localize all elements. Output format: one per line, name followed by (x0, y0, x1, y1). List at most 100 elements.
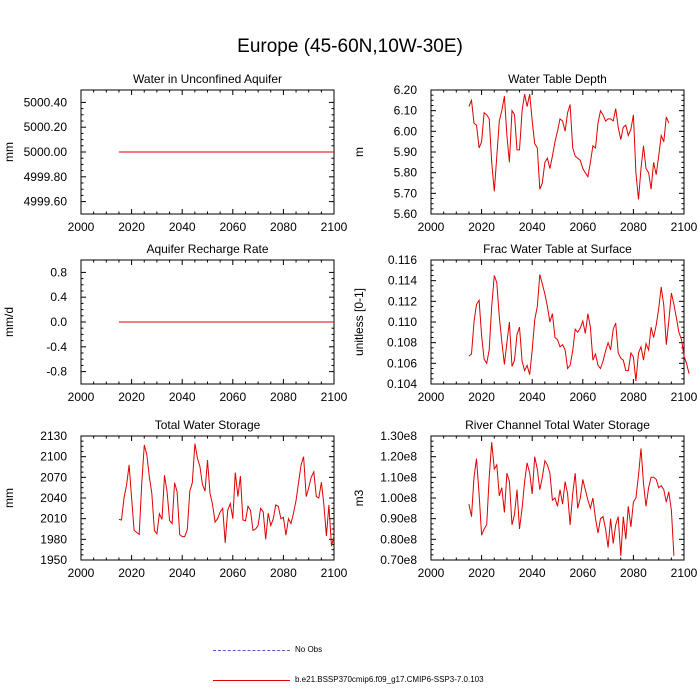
x-tick-label: 2080 (270, 566, 297, 580)
y-tick-label: 0.116 (388, 253, 417, 267)
y-tick-label: 5000.20 (24, 120, 68, 134)
x-tick-label: 2040 (169, 566, 196, 580)
x-tick-label: 2040 (519, 566, 546, 580)
y-tick-label: 2070 (40, 470, 67, 484)
x-tick-label: 2020 (118, 566, 145, 580)
chart-panel-4: Frac Water Table at Surface 2000 2020 2040 2… (352, 242, 698, 404)
figure-title: Europe (45-60N,10W-30E) (237, 36, 463, 57)
x-tick-label: 2000 (68, 390, 95, 404)
x-tick-label: 2060 (569, 220, 596, 234)
x-tick-label: 2020 (118, 220, 145, 234)
chart-panel-6: River Channel Total Water Storage 2000 202… (352, 418, 698, 580)
x-tick-label: 2080 (620, 220, 647, 234)
series-line (468, 442, 675, 556)
x-tick-label: 2100 (671, 390, 698, 404)
x-tick-label: 2080 (270, 220, 297, 234)
plot-frame (430, 435, 685, 561)
x-tick-label: 2000 (68, 566, 95, 580)
x-tick-label: 2040 (169, 390, 196, 404)
y-tick-label: 1.20e8 (380, 450, 417, 464)
chart-panel-5: Total Water Storage 2000 2020 2040 2060 2080 2… (2, 418, 348, 580)
y-tick-label: 1950 (40, 553, 67, 567)
y-axis-label: mm/d (2, 307, 16, 337)
x-tick-label: 2060 (569, 390, 596, 404)
y-tick-label: 1.30e8 (380, 429, 417, 443)
y-tick-label: 2130 (40, 429, 67, 443)
x-tick-label: 2020 (468, 566, 495, 580)
y-tick-label: 2100 (40, 450, 67, 464)
chart-panel-3: Aquifer Recharge Rate 2000 2020 2040 2060 208… (2, 242, 348, 404)
y-tick-label: 5000.00 (24, 145, 68, 159)
chart-title: Total Water Storage (155, 418, 261, 432)
x-tick-label: 2080 (270, 390, 297, 404)
x-tick-label: 2060 (219, 566, 246, 580)
y-tick-label: 0.70e8 (380, 553, 417, 567)
chart-title: Frac Water Table at Surface (483, 242, 632, 256)
y-tick-label: 1.00e8 (380, 491, 417, 505)
y-tick-label: 2040 (40, 491, 67, 505)
x-tick-label: 2020 (468, 220, 495, 234)
x-tick-label: 2040 (519, 390, 546, 404)
y-tick-label: 5.90 (394, 145, 418, 159)
y-tick-label: 0.90e8 (380, 512, 417, 526)
x-tick-label: 2040 (519, 220, 546, 234)
y-tick-label: 5.80 (394, 166, 418, 180)
chart-panel-2: Water Table Depth 2000 2020 2040 2060 2080 210… (352, 72, 698, 234)
chart-title: Water in Unconfined Aquifer (133, 72, 282, 86)
y-tick-label: 1980 (40, 532, 67, 546)
y-tick-label: -0.8 (46, 365, 67, 379)
y-axis-label: mm (2, 488, 16, 508)
y-axis-label: unitless [0-1] (352, 288, 366, 356)
y-tick-label: -0.4 (46, 340, 67, 354)
y-tick-label: 1.10e8 (380, 470, 417, 484)
y-axis-label: m3 (352, 489, 366, 506)
y-tick-label: 5000.40 (24, 95, 68, 109)
y-tick-label: 0.108 (387, 336, 417, 350)
y-tick-label: 0.114 (388, 274, 417, 288)
y-tick-label: 0.4 (50, 290, 67, 304)
y-axis-label: m (352, 147, 366, 157)
series-line (468, 93, 670, 200)
y-tick-label: 0.104 (387, 377, 417, 391)
y-tick-label: 0.112 (388, 294, 417, 308)
chart-title: River Channel Total Water Storage (465, 418, 650, 432)
y-tick-label: 0.106 (387, 356, 417, 370)
legend-series-label: b.e21.BSSP370cmip6.f09_g17.CMIP6-SSP3-7.… (295, 675, 484, 684)
x-tick-label: 2000 (418, 566, 445, 580)
x-tick-label: 2000 (68, 220, 95, 234)
y-tick-label: 6.00 (394, 124, 418, 138)
y-tick-label: 0.8 (50, 265, 67, 279)
y-axis-label: mm (2, 142, 16, 162)
legend-no-obs-line (213, 650, 290, 651)
legend-series-line (213, 680, 290, 681)
y-tick-label: 0.0 (50, 315, 67, 329)
x-tick-label: 2100 (321, 220, 348, 234)
x-tick-label: 2000 (418, 220, 445, 234)
y-tick-label: 0.80e8 (380, 532, 417, 546)
chart-title: Aquifer Recharge Rate (146, 242, 268, 256)
x-tick-label: 2000 (418, 390, 445, 404)
x-tick-label: 2040 (169, 220, 196, 234)
x-tick-label: 2100 (671, 566, 698, 580)
chart-panel-1: Water in Unconfined Aquifer 2000 2020 2040 2… (2, 72, 348, 234)
legend-no-obs-label: No Obs (295, 645, 323, 654)
x-tick-label: 2060 (569, 566, 596, 580)
x-tick-label: 2080 (620, 566, 647, 580)
x-tick-label: 2020 (468, 390, 495, 404)
y-tick-label: 0.110 (388, 315, 417, 329)
y-tick-label: 5.70 (394, 186, 418, 200)
plot-frame (430, 259, 685, 385)
x-tick-label: 2020 (118, 390, 145, 404)
x-tick-label: 2080 (620, 390, 647, 404)
plot-frame (430, 89, 685, 215)
y-tick-label: 4999.80 (24, 170, 68, 184)
x-tick-label: 2100 (671, 220, 698, 234)
y-tick-label: 5.60 (394, 207, 418, 221)
chart-title: Water Table Depth (508, 72, 607, 86)
x-tick-label: 2100 (321, 566, 348, 580)
y-tick-label: 6.10 (394, 104, 418, 118)
x-tick-label: 2060 (219, 390, 246, 404)
x-tick-label: 2100 (321, 390, 348, 404)
y-tick-label: 6.20 (394, 83, 418, 97)
